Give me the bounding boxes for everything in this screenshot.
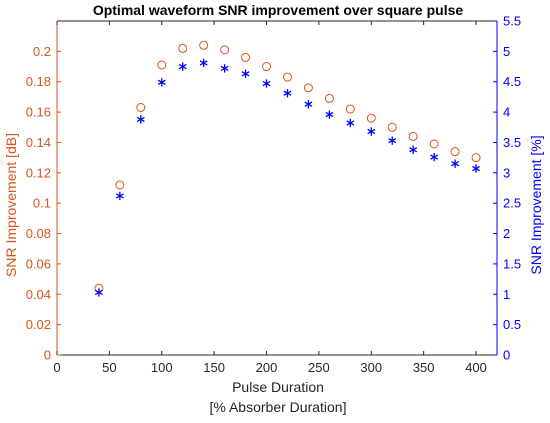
data-point-circle [115,180,125,190]
left-y-tick-label: 0.04 [26,287,51,302]
asterisk-stroke [367,128,376,135]
data-point-circle [450,147,460,157]
x-tick-label: 400 [465,360,487,375]
right-y-tick-label: 1.5 [503,256,521,271]
asterisk-stroke [283,90,292,96]
data-point-circle [303,83,313,93]
data-point-asterisk [451,159,460,168]
asterisk-stroke [325,111,334,118]
data-point-asterisk [94,288,103,297]
data-point-circle [471,153,481,163]
left-y-tick-label: 0.06 [26,256,51,271]
x-tick-label: 200 [256,360,278,375]
data-point-circle [157,60,167,70]
left-y-tick-label: 0 [44,348,51,363]
data-point-asterisk [325,110,334,119]
data-point-asterisk [430,152,439,162]
right-y-tick-label: 2.5 [503,196,521,211]
asterisk-stroke [136,116,145,123]
right-y-tick-label: 0 [503,348,510,363]
right-y-tick-label: 5.5 [503,14,521,29]
left-y-axis-title: SNR Improvement [dB] [3,133,19,277]
x-tick-label: 250 [308,360,330,375]
asterisk-stroke [451,161,460,167]
asterisk-stroke [178,63,187,70]
x-tick-label: 300 [360,360,382,375]
right-y-tick-label: 4 [503,105,510,120]
chart-title: Optimal waveform SNR improvement over sq… [93,2,464,18]
asterisk-stroke [241,71,250,77]
right-y-tick-label: 4.5 [503,74,521,89]
left-y-tick-label: 0.18 [26,74,51,89]
right-y-tick-label: 0.5 [503,317,521,332]
asterisk-stroke [304,101,313,107]
data-point-asterisk [346,118,355,128]
left-y-tick-label: 0.12 [26,165,51,180]
x-tick-label: 350 [413,360,435,375]
data-point-asterisk [367,127,376,136]
data-point-circle [408,131,418,141]
x-tick-label: 100 [151,360,173,375]
data-point-circle [220,45,230,55]
data-point-asterisk [199,58,208,68]
data-marks-layer [94,40,481,297]
x-tick-label: 150 [203,360,225,375]
right-y-tick-label: 5 [503,44,510,59]
data-point-circle [324,93,334,103]
data-point-asterisk [472,164,481,173]
data-point-circle [345,104,355,114]
asterisk-stroke [157,79,166,85]
right-y-tick-label: 3 [503,165,510,180]
right-y-axis-title: SNR Improvement [%] [528,135,544,274]
left-y-tick-label: 0.14 [26,135,51,150]
axes-layer: 0 50 100 150 200 250 300 350 40000.020.040.060.0… [26,14,521,376]
data-point-asterisk [409,145,418,154]
x-axis-title: Pulse Duration [232,379,324,395]
x-axis-title-line2: [% Absorber Duration] [210,399,347,415]
data-point-asterisk [136,115,145,124]
data-point-asterisk [262,79,271,88]
data-point-circle [282,72,292,82]
left-y-tick-label: 0.1 [33,196,51,211]
asterisk-stroke [199,60,208,66]
asterisk-stroke [430,154,439,160]
x-tick-label: 0 [53,360,60,375]
asterisk-stroke [220,65,229,72]
data-point-asterisk [115,191,124,201]
asterisk-stroke [94,289,103,296]
asterisk-stroke [388,137,397,144]
asterisk-stroke [346,120,355,126]
data-point-circle [241,52,251,62]
asterisk-stroke [115,193,124,199]
left-y-tick-label: 0.2 [33,44,51,59]
left-y-tick-label: 0.16 [26,105,51,120]
data-point-asterisk [220,64,229,73]
right-y-tick-label: 3.5 [503,135,521,150]
asterisk-stroke [409,147,418,153]
data-point-asterisk [304,99,313,109]
data-point-asterisk [388,136,397,145]
left-y-tick-label: 0.02 [26,317,51,332]
data-point-circle [136,103,146,113]
asterisk-stroke [472,165,481,172]
data-point-circle [387,122,397,132]
data-point-asterisk [178,62,187,71]
data-point-circle [429,139,439,149]
data-point-asterisk [283,89,292,98]
right-y-tick-label: 1 [503,287,510,302]
right-y-tick-label: 2 [503,226,510,241]
data-point-circle [262,62,272,72]
data-point-asterisk [241,69,250,79]
x-tick-label: 50 [102,360,116,375]
data-point-circle [366,113,376,123]
data-point-circle [199,40,209,50]
left-y-tick-label: 0.08 [26,226,51,241]
data-point-circle [178,43,188,53]
asterisk-stroke [262,80,271,87]
data-point-asterisk [157,78,166,87]
